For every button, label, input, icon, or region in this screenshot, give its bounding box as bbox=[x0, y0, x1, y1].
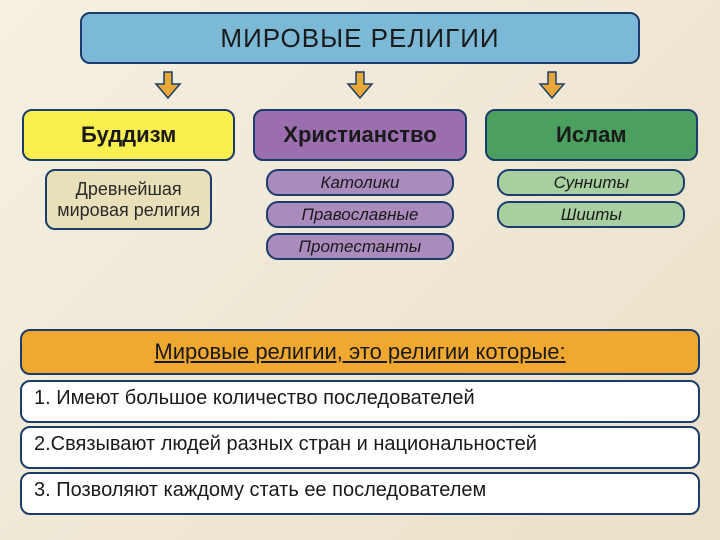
religion-description: Древнейшая мировая религия bbox=[45, 169, 211, 230]
sub-column: Древнейшая мировая религия bbox=[22, 169, 235, 230]
definition-item: 3. Позволяют каждому стать ее последоват… bbox=[20, 472, 700, 515]
religion-box: Христианство bbox=[253, 109, 466, 161]
religion-subgroup-text: Протестанты bbox=[299, 237, 422, 257]
religion-subgroup: Протестанты bbox=[266, 233, 454, 260]
sub-column: Католики Православные Протестанты bbox=[253, 169, 466, 260]
religion-column: Ислам Сунниты Шииты bbox=[485, 109, 698, 260]
definition-items: 1. Имеют большое количество последовател… bbox=[20, 380, 700, 515]
arrow-down-icon bbox=[154, 70, 182, 105]
definition-item-text: 2.Связывают людей разных стран и национа… bbox=[34, 434, 537, 454]
sub-column: Сунниты Шииты bbox=[485, 169, 698, 228]
religion-box: Буддизм bbox=[22, 109, 235, 161]
definition-item-text: 1. Имеют большое количество последовател… bbox=[34, 388, 475, 408]
religion-subgroup-text: Православные bbox=[302, 205, 419, 225]
religion-name: Буддизм bbox=[81, 123, 176, 146]
title-box: МИРОВЫЕ РЕЛИГИИ bbox=[80, 12, 640, 64]
religion-subgroup: Православные bbox=[266, 201, 454, 228]
religion-box: Ислам bbox=[485, 109, 698, 161]
religion-subgroup-text: Сунниты bbox=[554, 173, 629, 193]
religion-column: Буддизм Древнейшая мировая религия bbox=[22, 109, 235, 260]
arrow-down-icon bbox=[346, 70, 374, 105]
religion-subgroup-text: Католики bbox=[320, 173, 399, 193]
religion-subgroup: Сунниты bbox=[497, 169, 685, 196]
religion-subgroup-text: Шииты bbox=[561, 205, 622, 225]
definition-area: Мировые религии, это религии которые: 1.… bbox=[20, 329, 700, 518]
religion-column: Христианство Католики Православные Протеста… bbox=[253, 109, 466, 260]
definition-item-text: 3. Позволяют каждому стать ее последоват… bbox=[34, 480, 486, 500]
religion-name: Христианство bbox=[283, 123, 436, 146]
definition-item: 1. Имеют большое количество последовател… bbox=[20, 380, 700, 423]
religion-name: Ислам bbox=[556, 123, 627, 146]
title-text: МИРОВЫЕ РЕЛИГИИ bbox=[220, 23, 499, 54]
definition-item: 2.Связывают людей разных стран и национа… bbox=[20, 426, 700, 469]
religion-description-text: Древнейшая мировая религия bbox=[57, 179, 200, 220]
definition-title-box: Мировые религии, это религии которые: bbox=[20, 329, 700, 375]
arrows-row bbox=[22, 70, 698, 105]
religion-subgroup: Шииты bbox=[497, 201, 685, 228]
arrow-down-icon bbox=[538, 70, 566, 105]
religion-subgroup: Католики bbox=[266, 169, 454, 196]
definition-title-text: Мировые религии, это религии которые: bbox=[154, 339, 565, 365]
religions-row: Буддизм Древнейшая мировая религия Христиа… bbox=[22, 109, 698, 260]
